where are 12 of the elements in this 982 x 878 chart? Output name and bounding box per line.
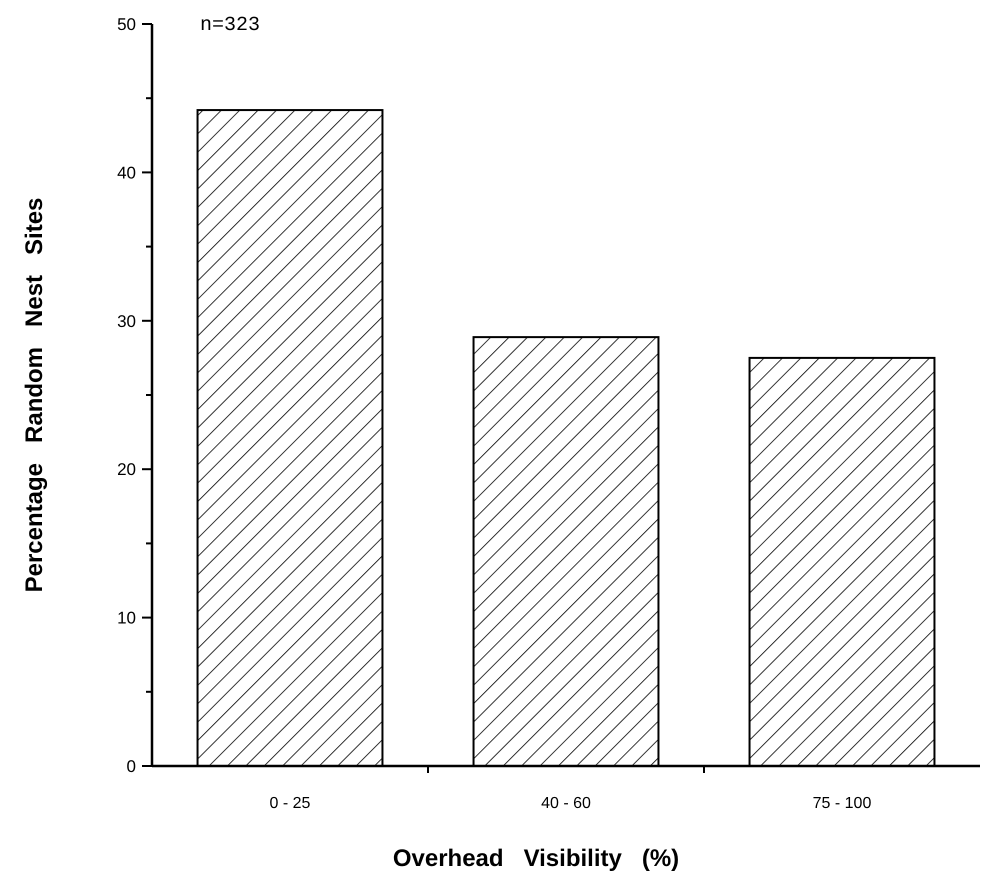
x-tick-label: 40 - 60 [541,795,592,812]
annotation: n=323 [200,14,260,37]
y-tick-label: 30 [117,312,136,331]
x-tick-label: 75 - 100 [812,795,872,812]
x-tick-label: 0 - 25 [270,795,311,812]
y-axis-title: Percentage Random Nest Sites [21,198,48,592]
y-tick-label: 20 [117,460,136,480]
y-tick-label: 10 [117,608,136,628]
y-tick-label: 0 [126,756,136,776]
y-tick-label: 50 [117,14,136,34]
y-tick-label: 40 [117,163,136,182]
x-axis-title: Overhead Visibility (%) [392,845,680,872]
